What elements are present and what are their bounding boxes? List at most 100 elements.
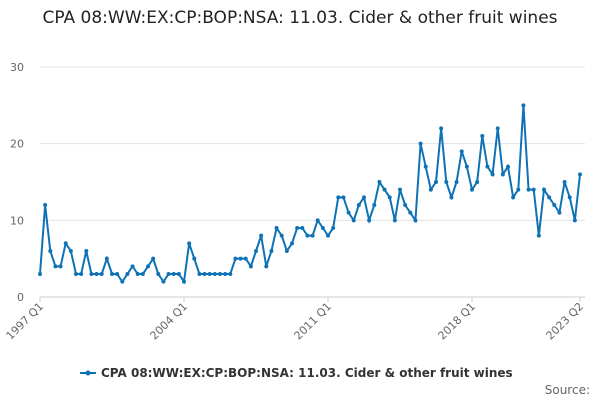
data-point [259, 233, 264, 238]
data-point [238, 256, 243, 261]
data-point [254, 249, 258, 253]
data-point [192, 256, 197, 261]
data-point [428, 187, 433, 192]
data-point [341, 195, 346, 200]
data-point [182, 279, 186, 284]
data-point [135, 272, 140, 276]
data-point [279, 233, 284, 238]
y-tick-label: 20 [10, 138, 24, 151]
data-point [439, 126, 444, 131]
data-point [248, 264, 253, 269]
data-point [398, 187, 402, 192]
data-point [464, 164, 469, 169]
data-point [475, 180, 480, 184]
data-point [526, 187, 531, 192]
data-point [480, 134, 485, 138]
data-point [362, 195, 366, 200]
data-point [500, 172, 505, 177]
data-point [151, 256, 156, 261]
data-point [197, 272, 202, 276]
data-point [176, 272, 181, 276]
data-point [572, 218, 577, 223]
data-point [356, 203, 361, 207]
y-tick-label: 30 [10, 61, 24, 74]
data-point [243, 256, 248, 261]
data-point [274, 226, 279, 230]
data-point [63, 241, 68, 246]
data-point [115, 272, 120, 276]
legend-label: CPA 08:WW:EX:CP:BOP:NSA: 11.03. Cider & … [101, 366, 513, 380]
data-point [310, 233, 315, 238]
data-point [382, 187, 387, 192]
data-point [171, 272, 176, 276]
data-point [233, 256, 238, 261]
data-point [377, 180, 382, 184]
data-point [305, 233, 310, 238]
x-tick-label: 2004 Q1 [148, 300, 191, 343]
data-point [423, 164, 428, 169]
data-point [228, 272, 233, 276]
data-point [161, 279, 166, 284]
data-point [140, 272, 145, 276]
data-point [470, 187, 474, 192]
y-tick-label: 10 [10, 214, 24, 227]
data-point [542, 187, 546, 192]
data-point [552, 203, 557, 207]
data-point [290, 241, 294, 246]
data-point [125, 272, 130, 276]
x-tick-label: 2018 Q1 [436, 300, 479, 343]
data-point [418, 141, 423, 146]
x-tick-label: 1997 Q1 [4, 300, 47, 343]
x-tick-label: 2023 Q2 [544, 300, 587, 343]
data-point [351, 218, 356, 223]
data-point [567, 195, 572, 200]
data-point [331, 226, 336, 230]
data-point [89, 272, 94, 276]
data-point [454, 180, 459, 184]
data-point [38, 272, 42, 276]
data-point [58, 264, 63, 269]
data-point [459, 149, 464, 154]
data-point [511, 195, 516, 200]
data-point [562, 180, 567, 184]
data-point [495, 126, 500, 131]
data-point [130, 264, 135, 269]
data-point [449, 195, 454, 200]
data-point [320, 226, 325, 230]
data-point [392, 218, 397, 223]
data-point [300, 226, 305, 230]
data-point [490, 172, 495, 177]
data-point [202, 272, 207, 276]
data-point [94, 272, 99, 276]
data-point [413, 218, 418, 223]
data-point [315, 218, 320, 223]
data-point [372, 203, 377, 207]
data-point [212, 272, 217, 276]
data-point [84, 249, 89, 253]
y-tick-label: 0 [17, 291, 24, 304]
data-point [53, 264, 58, 269]
chart-title: CPA 08:WW:EX:CP:BOP:NSA: 11.03. Cider & … [42, 8, 558, 28]
data-point [326, 233, 330, 238]
data-point [218, 272, 222, 276]
data-point [336, 195, 341, 200]
data-point [516, 187, 521, 192]
data-point [521, 103, 526, 108]
data-point [531, 187, 536, 192]
source: Source: [545, 383, 590, 397]
data-point [387, 195, 392, 200]
data-point [223, 272, 228, 276]
data-point [79, 272, 84, 276]
data-point [295, 226, 300, 230]
data-point [485, 164, 490, 169]
data-point [578, 172, 582, 177]
data-point [48, 249, 53, 253]
data-point [110, 272, 114, 276]
data-point [346, 210, 351, 215]
data-point [43, 203, 48, 207]
data-point [166, 272, 171, 276]
data-point [444, 180, 449, 184]
data-point [74, 272, 78, 276]
data-point [104, 256, 109, 261]
